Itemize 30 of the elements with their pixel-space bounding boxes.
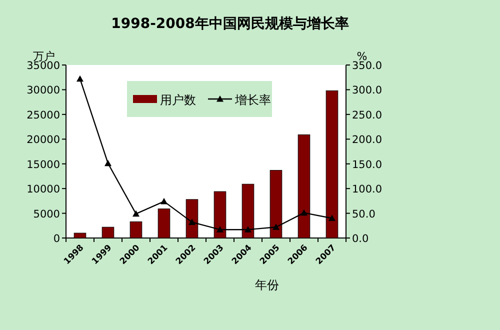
point (132, 210, 140, 217)
y2-tick-label: 150.0 (352, 158, 382, 171)
legend-label: 用户数 (160, 93, 196, 107)
point (272, 224, 280, 230)
point (328, 214, 336, 222)
y2-tick-label: 350.0 (352, 60, 382, 72)
point (244, 226, 252, 232)
y-tick-label: 5000 (33, 208, 60, 220)
chart-title: 1998-2008年中国网民规模与增长率 (111, 15, 349, 32)
y2-tick-label: 300.0 (352, 84, 382, 97)
point (216, 226, 224, 232)
legend-label: 增长率 (234, 93, 271, 107)
y2-tick-label: 0.0 (352, 233, 369, 245)
y-tick-label: 30000 (26, 84, 60, 97)
y-tick-label: 25000 (26, 109, 60, 122)
y-tick-label: 15000 (26, 158, 60, 171)
point (104, 160, 112, 166)
y-tick-label: 10000 (26, 184, 60, 196)
y2-tick-label: 100.0 (352, 184, 382, 196)
y-tick-label: 35000 (26, 60, 60, 72)
y-tick-label: 0 (53, 233, 60, 245)
point (76, 75, 84, 82)
point (160, 198, 168, 204)
point (188, 218, 196, 225)
y2-tick-label: 50.0 (352, 208, 376, 220)
point (300, 209, 308, 216)
y-tick-label: 20000 (26, 134, 60, 146)
y2-tick-label: 250.0 (352, 109, 382, 122)
x-axis-title: 年份 (255, 278, 279, 292)
y2-tick-label: 200.0 (352, 134, 382, 146)
